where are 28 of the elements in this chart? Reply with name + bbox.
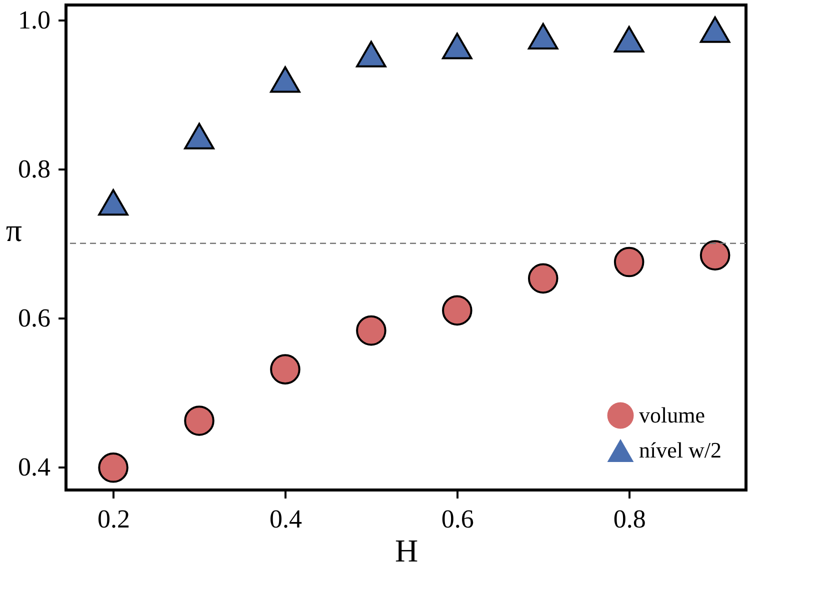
y-tick-label: 0.6 (18, 303, 50, 332)
point (528, 263, 558, 294)
point (184, 406, 214, 436)
legend-label: nível w/2 (639, 438, 722, 462)
point (614, 26, 644, 53)
point (184, 122, 214, 150)
x-tick-label: 0.8 (613, 504, 646, 534)
point (98, 452, 128, 483)
point (98, 189, 128, 216)
x-tick-label: 0.2 (98, 504, 130, 534)
x-axis-title: H (394, 532, 418, 568)
y-tick-label: 0.4 (18, 452, 50, 482)
point (442, 32, 472, 60)
legend-label: volume (639, 402, 705, 428)
point (442, 295, 472, 326)
point (700, 240, 730, 270)
x-tick-label: 0.4 (269, 504, 302, 534)
point (614, 246, 644, 278)
x-tick-label: 0.6 (441, 504, 474, 534)
y-tick-label: 1.0 (18, 5, 50, 34)
y-axis-title: π (6, 212, 22, 248)
point (270, 354, 300, 384)
point (270, 66, 300, 93)
y-tick-label: 0.8 (18, 154, 50, 184)
point (700, 16, 730, 43)
point (356, 40, 386, 68)
point (356, 315, 386, 346)
point (528, 23, 558, 50)
